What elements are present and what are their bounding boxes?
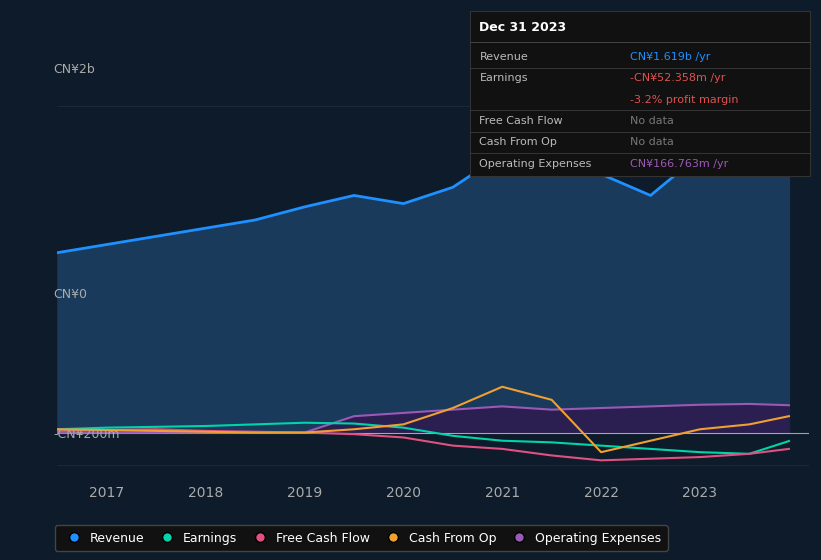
Text: -3.2% profit margin: -3.2% profit margin — [630, 95, 738, 105]
Text: CN¥0: CN¥0 — [53, 287, 87, 301]
Text: No data: No data — [630, 137, 673, 147]
Text: -CN¥52.358m /yr: -CN¥52.358m /yr — [630, 73, 725, 83]
Text: CN¥166.763m /yr: CN¥166.763m /yr — [630, 158, 728, 169]
Text: Earnings: Earnings — [479, 73, 528, 83]
Text: No data: No data — [630, 116, 673, 126]
Text: -CN¥200m: -CN¥200m — [53, 427, 120, 441]
Text: CN¥2b: CN¥2b — [53, 63, 95, 76]
Text: CN¥1.619b /yr: CN¥1.619b /yr — [630, 52, 710, 62]
Text: Revenue: Revenue — [479, 52, 528, 62]
Text: Dec 31 2023: Dec 31 2023 — [479, 21, 566, 34]
Legend: Revenue, Earnings, Free Cash Flow, Cash From Op, Operating Expenses: Revenue, Earnings, Free Cash Flow, Cash … — [55, 525, 667, 551]
Text: Free Cash Flow: Free Cash Flow — [479, 116, 563, 126]
Text: Operating Expenses: Operating Expenses — [479, 158, 592, 169]
Text: Cash From Op: Cash From Op — [479, 137, 557, 147]
